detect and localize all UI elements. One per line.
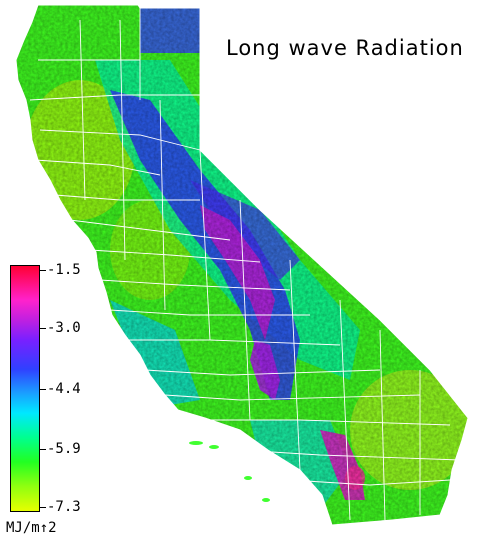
- colorbar-tick: [40, 507, 46, 508]
- colorbar-tick: [40, 328, 46, 329]
- colorbar-tick-label: -3.0: [47, 320, 81, 336]
- colorbar-tick: [40, 449, 46, 450]
- colorbar-unit: MJ/m↑2: [6, 520, 57, 536]
- map-title: Long wave Radiation: [226, 36, 464, 60]
- colorbar-tick: [40, 270, 46, 271]
- colorbar-tick-label: -5.9: [47, 441, 81, 457]
- channel-islands: [189, 441, 270, 502]
- county-boundaries: [29, 5, 461, 521]
- colorbar-tick-label: -7.3: [47, 499, 81, 515]
- colorbar-tick: [40, 389, 46, 390]
- colorbar: [10, 265, 40, 512]
- colorbar-tick-label: -4.4: [47, 381, 81, 397]
- colorbar-tick-label: -1.5: [47, 262, 81, 278]
